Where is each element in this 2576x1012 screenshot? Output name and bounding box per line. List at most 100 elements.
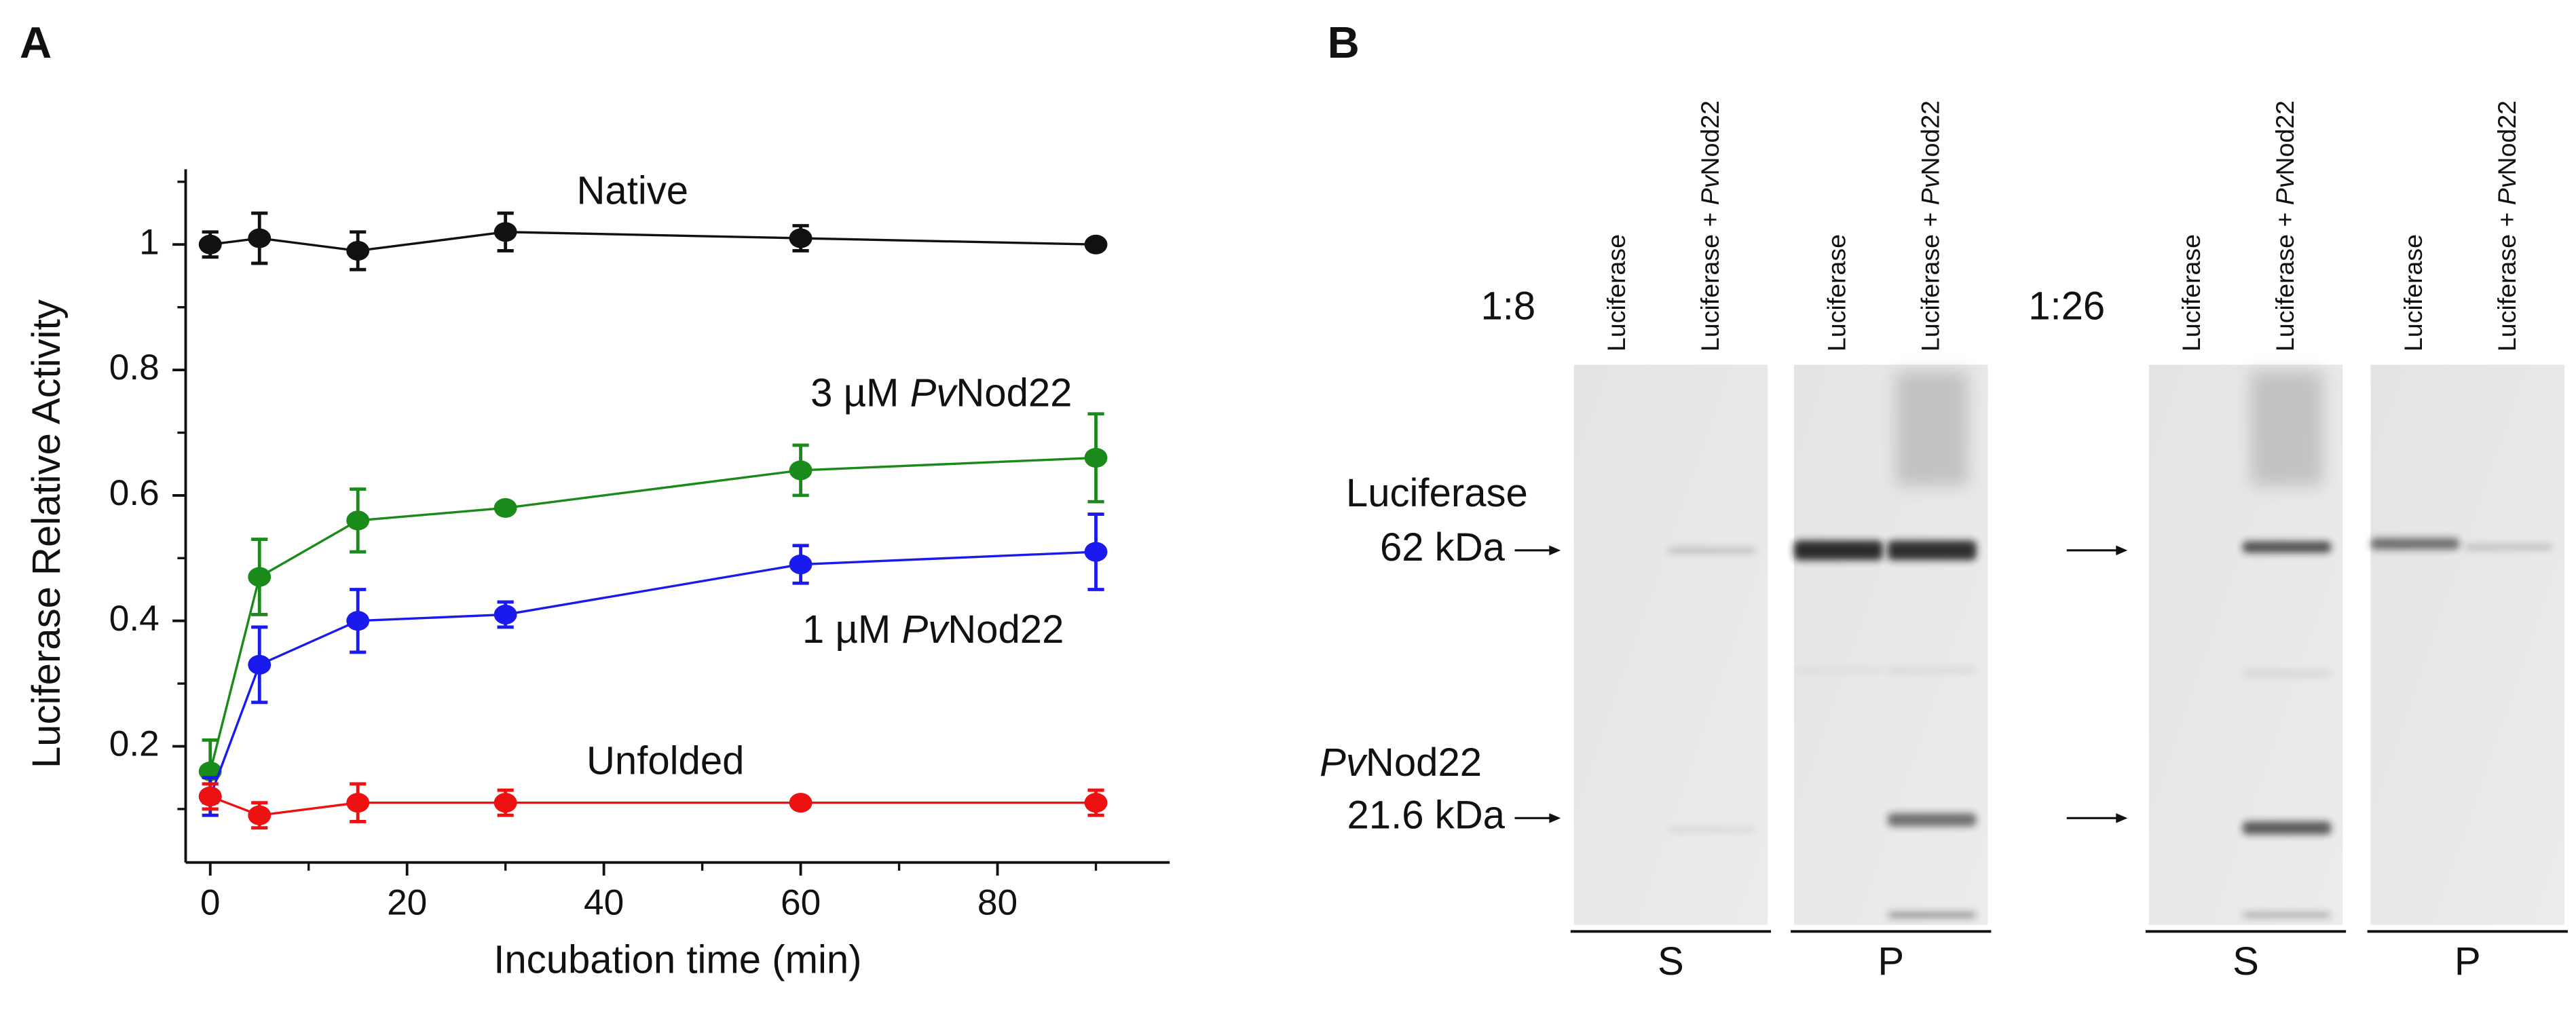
series-label-part: Nod22 bbox=[956, 371, 1072, 415]
data-point bbox=[789, 555, 813, 575]
gel-smear bbox=[1896, 371, 1968, 487]
data-point bbox=[248, 805, 272, 825]
series-label: 3 µM PvNod22 bbox=[810, 371, 1072, 415]
data-point bbox=[346, 240, 370, 261]
data-point bbox=[493, 222, 517, 242]
series-label: 1 µM PvNod22 bbox=[802, 607, 1064, 652]
y-tick-label: 0.2 bbox=[109, 724, 160, 764]
series-label-part: Pv bbox=[910, 371, 958, 415]
gel-band bbox=[1667, 827, 1757, 832]
lane-label-part: Luciferase bbox=[2399, 234, 2427, 352]
data-point bbox=[198, 786, 222, 806]
ratio-label: 1:26 bbox=[2028, 284, 2105, 328]
lane-label-part: Pv bbox=[1696, 174, 1724, 205]
y-tick-label: 0.6 bbox=[109, 473, 160, 513]
series-label-part: Native bbox=[576, 169, 688, 213]
lane-label: Luciferase bbox=[1822, 234, 1850, 352]
series-line bbox=[210, 231, 1096, 252]
fraction-label: P bbox=[2454, 939, 2481, 983]
data-point bbox=[493, 604, 517, 624]
y-tick-label: 0.4 bbox=[109, 599, 160, 639]
gel-band bbox=[2370, 538, 2460, 550]
gel-panel bbox=[1573, 364, 1768, 925]
ratio-label: 1:8 bbox=[1480, 284, 1535, 328]
series-line bbox=[209, 550, 1096, 798]
y-axis-title: Luciferase Relative Activity bbox=[24, 299, 69, 768]
data-point bbox=[789, 793, 813, 813]
series-line bbox=[209, 456, 1096, 772]
lane-label: Luciferase + PvNod22 bbox=[1916, 100, 1944, 352]
marker-size: 21.6 kDa bbox=[1347, 793, 1506, 838]
x-tick-label: 20 bbox=[387, 883, 427, 923]
data-point bbox=[789, 460, 813, 481]
gel-band bbox=[2464, 544, 2554, 550]
series-label-part: 3 µM bbox=[810, 371, 910, 415]
gel-smear bbox=[2250, 371, 2323, 487]
lane-label-part: Luciferase bbox=[1822, 234, 1850, 352]
gel-band bbox=[2242, 541, 2332, 553]
lane-label-part: Pv bbox=[2271, 174, 2299, 205]
data-point bbox=[248, 567, 272, 587]
data-point bbox=[248, 654, 272, 675]
gel-band bbox=[2242, 912, 2332, 918]
gel-band bbox=[1667, 548, 1757, 553]
series-label-part: Nod22 bbox=[948, 607, 1064, 652]
lane-label: Luciferase bbox=[2177, 234, 2205, 352]
lane-label-part: Nod22 bbox=[2493, 100, 2521, 176]
data-point bbox=[1084, 234, 1108, 255]
series-label: Unfolded bbox=[586, 739, 744, 783]
lane-label-part: Nod22 bbox=[2271, 100, 2299, 176]
arrow-head bbox=[2116, 545, 2128, 556]
lane-label: Luciferase bbox=[2399, 234, 2427, 352]
gel-panel bbox=[2370, 364, 2565, 925]
gel-band bbox=[2242, 670, 2332, 677]
lane-label-part: Luciferase bbox=[2177, 234, 2205, 352]
panel-label: A bbox=[20, 18, 52, 67]
gel-band bbox=[1793, 667, 1883, 673]
data-point bbox=[493, 793, 517, 813]
series-label-part: Unfolded bbox=[586, 739, 744, 783]
lane-label: Luciferase bbox=[1602, 234, 1630, 352]
marker-name: PvNod22 bbox=[1320, 741, 1482, 785]
lane-label: Luciferase + PvNod22 bbox=[1696, 100, 1724, 352]
marker-name-part: Luciferase bbox=[1346, 471, 1528, 515]
lane-label: Luciferase + PvNod22 bbox=[2493, 100, 2521, 352]
lane-label-part: Pv bbox=[2493, 174, 2521, 205]
x-tick-label: 60 bbox=[781, 883, 821, 923]
lane-label-part: Luciferase + bbox=[1696, 205, 1724, 352]
data-point bbox=[248, 228, 272, 248]
x-axis-title: Incubation time (min) bbox=[493, 938, 861, 982]
y-tick-label: 0.8 bbox=[109, 348, 160, 388]
x-tick-label: 0 bbox=[200, 883, 221, 923]
marker-size: 62 kDa bbox=[1380, 525, 1506, 569]
data-point bbox=[1084, 447, 1108, 468]
arrow-head bbox=[1549, 545, 1561, 556]
data-point bbox=[346, 510, 370, 531]
x-tick-label: 80 bbox=[977, 883, 1018, 923]
gel-band bbox=[1887, 540, 1977, 561]
lane-label-part: Luciferase bbox=[1602, 234, 1630, 352]
marker-name-part: Pv bbox=[1320, 741, 1368, 785]
data-point bbox=[346, 793, 370, 813]
lane-label-part: Pv bbox=[1916, 174, 1944, 205]
gel-band bbox=[1887, 667, 1977, 674]
y-tick-label: 1 bbox=[139, 222, 160, 262]
lane-label-part: Luciferase + bbox=[1916, 205, 1944, 352]
x-tick-label: 40 bbox=[584, 883, 624, 923]
data-point bbox=[1084, 542, 1108, 562]
lane-label-part: Luciferase + bbox=[2493, 205, 2521, 352]
data-point bbox=[346, 611, 370, 631]
gel-band bbox=[1887, 813, 1977, 827]
panel-label: B bbox=[1328, 18, 1360, 67]
marker-name-part: Nod22 bbox=[1366, 741, 1482, 785]
gel-band bbox=[2242, 821, 2332, 835]
data-point bbox=[493, 498, 517, 518]
series-label: Native bbox=[576, 169, 688, 213]
fraction-label: S bbox=[2233, 939, 2259, 983]
series-line bbox=[210, 795, 1096, 817]
lane-label-part: Nod22 bbox=[1916, 100, 1944, 176]
gel-band bbox=[1793, 540, 1883, 561]
series-label-part: 1 µM bbox=[802, 607, 901, 652]
